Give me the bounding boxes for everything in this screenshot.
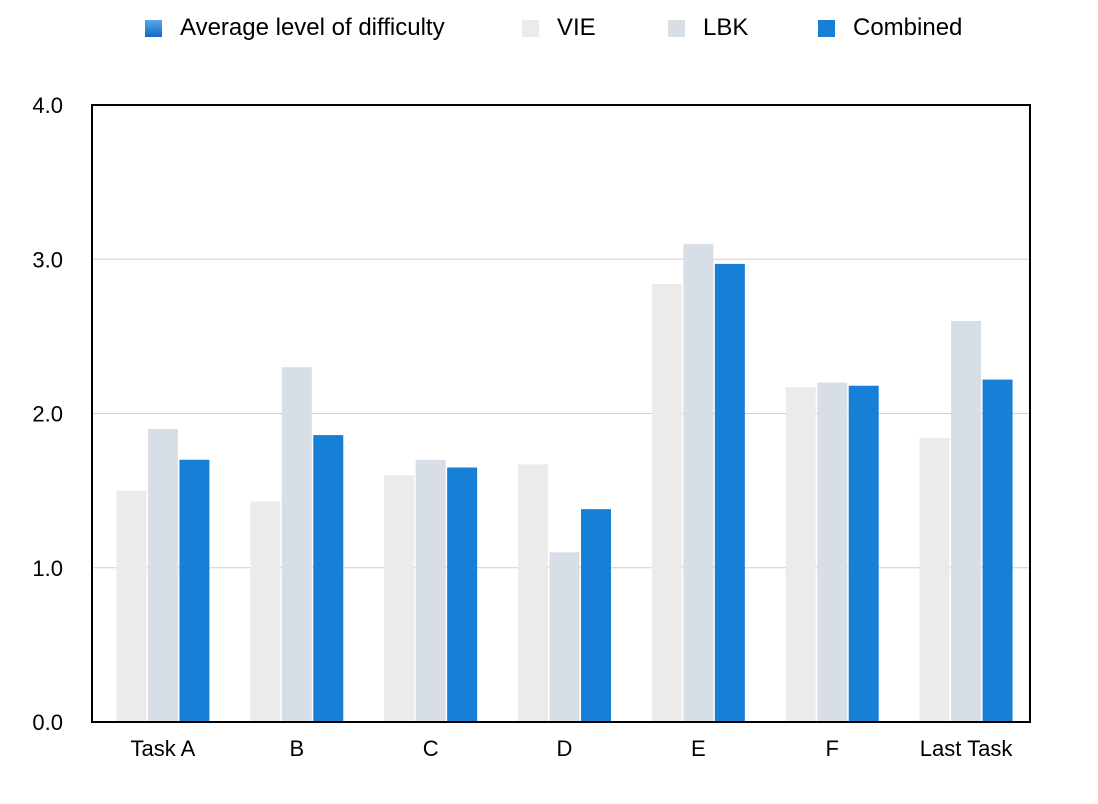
x-tick-labels: Task A B C D E F Last Task (131, 736, 1014, 761)
bar-vie (651, 283, 682, 722)
bar-combined (447, 467, 478, 722)
x-tick-label: Last Task (920, 736, 1014, 761)
legend-swatch-vie (522, 19, 539, 37)
bar-lbk (683, 243, 714, 722)
bar-combined (580, 509, 611, 722)
bar-vie (785, 387, 816, 722)
bar-lbk (549, 552, 580, 722)
bars (116, 243, 1013, 722)
legend-swatch-combined (818, 19, 835, 37)
bar-combined (714, 263, 745, 722)
bar-lbk (281, 367, 312, 722)
legend-title: Average level of difficulty (145, 12, 445, 44)
legend-label-combined: Combined (853, 14, 963, 41)
bar-vie (517, 464, 548, 722)
bar-lbk (415, 459, 446, 722)
bar-lbk (951, 320, 982, 722)
bar-vie (384, 475, 415, 722)
bar-combined (313, 435, 344, 722)
bar-combined (179, 459, 210, 722)
bar-lbk (147, 428, 178, 722)
gridlines (92, 258, 1030, 569)
plot-frame (91, 104, 1031, 723)
x-tick-label: C (423, 736, 439, 761)
y-tick-label: 0.0 (32, 710, 63, 735)
y-tick-labels: 0.0 1.0 2.0 3.0 4.0 (32, 93, 63, 735)
legend-swatch-lbk (668, 19, 685, 37)
x-tick-label: D (557, 736, 573, 761)
legend-title-swatch (145, 19, 162, 37)
x-tick-label: E (691, 736, 706, 761)
bar-lbk (817, 382, 848, 722)
x-tick-label: Task A (131, 736, 196, 761)
y-tick-label: 4.0 (32, 93, 63, 118)
legend-item-combined: Combined (818, 12, 962, 44)
legend-item-vie: VIE (522, 12, 596, 44)
y-tick-label: 3.0 (32, 247, 63, 272)
bar-vie (919, 438, 950, 722)
legend-label-vie: VIE (557, 14, 596, 41)
legend-item-lbk: LBK (668, 12, 748, 44)
x-tick-label: B (289, 736, 304, 761)
bar-combined (982, 379, 1013, 722)
legend-title-label: Average level of difficulty (180, 14, 445, 41)
bar-vie (116, 490, 147, 722)
bar-vie (250, 501, 281, 722)
legend: Average level of difficulty VIE LBK Comb… (0, 12, 1098, 44)
y-tick-label: 1.0 (32, 556, 63, 581)
axes (91, 104, 1031, 723)
bar-combined (848, 385, 879, 722)
y-tick-label: 2.0 (32, 402, 63, 427)
x-tick-label: F (825, 736, 838, 761)
legend-label-lbk: LBK (703, 14, 749, 41)
